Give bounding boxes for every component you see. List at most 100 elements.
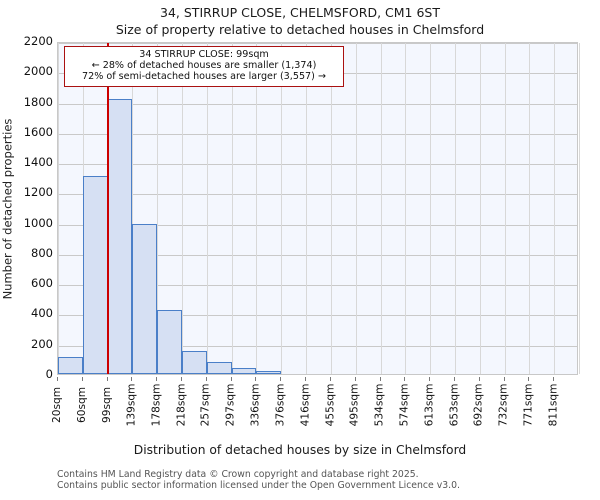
annotation-box: 34 STIRRUP CLOSE: 99sqm ← 28% of detache… — [64, 46, 344, 87]
x-axis-tick-label: 139sqm — [125, 383, 138, 427]
footer-line-2: Contains public sector information licen… — [57, 479, 460, 491]
gridline-vertical — [405, 43, 407, 374]
bar — [157, 309, 183, 374]
x-axis-tick-label: 20sqm — [51, 386, 64, 424]
x-axis-tick: 732sqm — [497, 377, 511, 437]
y-axis-tick: 1000 — [23, 215, 53, 230]
gridline-vertical — [256, 43, 258, 374]
y-axis-tick: 1800 — [23, 94, 53, 109]
bar — [231, 367, 257, 374]
x-axis-tick-labels: 20sqm 60sqm 99sqm 139sqm 178sqm 218sqm 257sqm 2… — [51, 377, 578, 439]
gridline-vertical — [380, 43, 382, 374]
gridline-vertical — [430, 43, 432, 374]
x-axis-tick-label: 574sqm — [398, 383, 411, 427]
x-axis-tick-label: 732sqm — [497, 383, 510, 427]
x-axis-tick-mark — [106, 377, 108, 381]
x-axis-tick: 60sqm — [75, 377, 89, 437]
x-axis-tick-mark — [503, 377, 505, 381]
y-axis-tick: 2000 — [23, 64, 53, 79]
gridline-vertical — [157, 43, 159, 374]
gridline-horizontal — [58, 315, 577, 317]
y-axis-tick: 800 — [31, 245, 53, 260]
y-axis-title-text: Number of detached properties — [0, 118, 15, 299]
x-axis-tick-label: 178sqm — [150, 383, 163, 427]
x-axis-tick-label: 60sqm — [75, 386, 88, 424]
x-axis-tick-label: 218sqm — [175, 383, 188, 427]
gridline-vertical — [454, 43, 456, 374]
gridline-horizontal — [58, 133, 577, 135]
x-axis-tick: 139sqm — [124, 377, 138, 437]
bar — [82, 176, 108, 374]
x-axis-tick-label: 653sqm — [447, 383, 460, 427]
x-axis-tick-mark — [329, 377, 331, 381]
x-axis-tick-mark — [478, 377, 480, 381]
gridline-horizontal — [58, 254, 577, 256]
x-axis-tick-label: 692sqm — [472, 383, 485, 427]
x-axis-tick-label: 416sqm — [299, 383, 312, 427]
x-axis-tick-mark — [379, 377, 381, 381]
gridline-vertical — [182, 43, 184, 374]
gridline-vertical — [579, 43, 580, 374]
x-axis-tick-mark — [280, 377, 282, 381]
footer-line-1: Contains HM Land Registry data © Crown c… — [57, 469, 419, 480]
x-axis-tick: 297sqm — [224, 377, 238, 437]
x-axis-tick-mark — [131, 377, 133, 381]
gridline-horizontal — [58, 43, 577, 44]
x-axis-tick: 771sqm — [521, 377, 535, 437]
y-axis-tick: 1400 — [23, 155, 53, 170]
bar — [206, 361, 232, 374]
x-axis-tick-mark — [156, 377, 158, 381]
x-axis-tick: 653sqm — [447, 377, 461, 437]
gridline-vertical — [355, 43, 357, 374]
x-axis-tick: 178sqm — [149, 377, 163, 437]
x-axis-tick-label: 297sqm — [224, 383, 237, 427]
x-axis-tick: 416sqm — [298, 377, 312, 437]
y-axis-title: Number of detached properties — [0, 42, 16, 375]
property-marker-line — [106, 43, 109, 374]
x-axis-tick-mark — [181, 377, 183, 381]
gridline-vertical — [330, 43, 332, 374]
gridline-vertical — [58, 43, 59, 374]
y-axis-tick-labels: 0 200 400 600 800 1000 1200 1400 1600 1800 2000 220… — [0, 0, 53, 500]
x-axis-tick: 376sqm — [273, 377, 287, 437]
page-title: 34, STIRRUP CLOSE, CHELMSFORD, CM1 6ST — [160, 5, 440, 20]
x-axis-tick-label: 99sqm — [100, 386, 113, 424]
x-axis-tick-mark — [230, 377, 232, 381]
gridline-vertical — [206, 43, 208, 374]
gridline-vertical — [479, 43, 481, 374]
x-axis-tick-mark — [404, 377, 406, 381]
gridline-horizontal — [58, 224, 577, 226]
y-axis-tick: 400 — [31, 306, 53, 321]
x-axis-title: Distribution of detached houses by size … — [133, 443, 467, 457]
bar-series — [58, 43, 577, 374]
gridline-vertical — [554, 43, 556, 374]
x-axis-tick-mark — [255, 377, 257, 381]
x-axis-tick-mark — [354, 377, 356, 381]
bar — [132, 224, 158, 374]
gridline-horizontal — [58, 345, 577, 347]
bar — [107, 98, 133, 374]
footer-attribution: Contains HM Land Registry data © Crown c… — [57, 469, 597, 491]
gridline-vertical — [504, 43, 506, 374]
x-axis-tick: 811sqm — [546, 377, 560, 437]
x-axis-tick: 218sqm — [174, 377, 188, 437]
chart-subtitle: Size of property relative to detached ho… — [115, 22, 485, 37]
x-axis-tick: 574sqm — [397, 377, 411, 437]
annotation-line-1: 34 STIRRUP CLOSE: 99sqm — [139, 49, 269, 60]
y-axis-tick: 1200 — [23, 185, 53, 200]
x-axis-tick-mark — [429, 377, 431, 381]
x-axis-tick: 99sqm — [100, 377, 114, 437]
x-axis-tick-mark — [57, 377, 58, 381]
x-axis-tick-mark — [305, 377, 307, 381]
x-axis-tick: 257sqm — [199, 377, 213, 437]
x-axis-tick: 455sqm — [323, 377, 337, 437]
x-axis-tick-mark — [528, 377, 530, 381]
annotation-line-2: ← 28% of detached houses are smaller (1,… — [91, 60, 317, 72]
x-axis-tick: 613sqm — [422, 377, 436, 437]
x-axis-tick-mark — [81, 377, 83, 381]
x-axis-tick-label: 257sqm — [199, 383, 212, 427]
gridline-horizontal — [58, 285, 577, 287]
x-axis-tick-label: 455sqm — [323, 383, 336, 427]
x-axis-tick: 495sqm — [348, 377, 362, 437]
